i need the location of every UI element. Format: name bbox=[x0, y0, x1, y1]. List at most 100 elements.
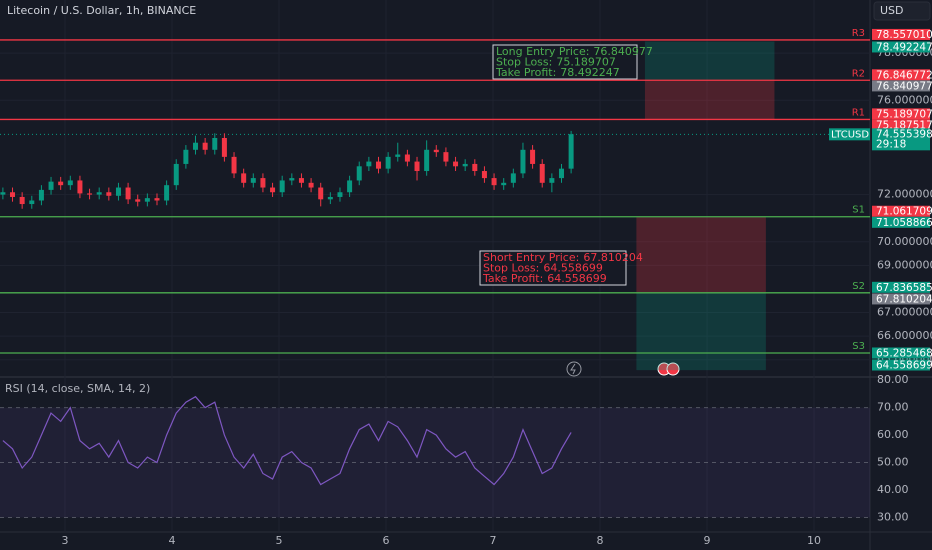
candle-body bbox=[568, 134, 574, 169]
price-tag bbox=[872, 281, 930, 293]
stop-value: 75.189707 bbox=[556, 56, 616, 69]
x-tick-label: 7 bbox=[490, 534, 497, 547]
x-tick-label: 6 bbox=[382, 534, 389, 547]
candle-body bbox=[289, 178, 295, 181]
candle-body bbox=[520, 149, 526, 174]
candle-body bbox=[347, 180, 353, 193]
event-icon[interactable] bbox=[666, 362, 680, 376]
candle-body bbox=[462, 163, 468, 167]
candle-body bbox=[115, 187, 121, 196]
rsi-tick-label: 50.00 bbox=[877, 456, 909, 469]
y-tick-label: 70.000000 bbox=[877, 235, 932, 248]
candle-body bbox=[19, 196, 25, 205]
last-price-tag bbox=[872, 128, 930, 151]
candle-body bbox=[308, 182, 314, 188]
candle-body bbox=[77, 180, 83, 194]
candle-body bbox=[424, 149, 430, 172]
x-tick-label: 10 bbox=[807, 534, 821, 547]
position-info: Stop Loss: 75.189707 bbox=[496, 56, 616, 69]
drawing-icons bbox=[566, 361, 680, 377]
price-tag-label: 71.058866 bbox=[876, 217, 932, 229]
candle-body bbox=[366, 161, 372, 167]
candle-body bbox=[501, 182, 507, 186]
price-tag bbox=[872, 80, 930, 92]
candle-body bbox=[318, 187, 324, 200]
rsi-tick-label: 30.00 bbox=[877, 510, 909, 523]
candle-body bbox=[164, 185, 170, 201]
lightning-icon[interactable] bbox=[566, 361, 582, 377]
candle-body bbox=[183, 149, 189, 164]
loss-zone bbox=[636, 216, 766, 294]
stop-caption: Stop Loss: bbox=[483, 262, 539, 275]
candle-body bbox=[250, 178, 256, 183]
candle-body bbox=[414, 161, 420, 172]
price-tag bbox=[872, 216, 930, 228]
x-tick-label: 4 bbox=[168, 534, 175, 547]
candle-body bbox=[193, 142, 199, 150]
profit-zone bbox=[636, 293, 766, 371]
target-value: 78.492247 bbox=[560, 66, 620, 79]
price-tag bbox=[872, 41, 930, 53]
candle-body bbox=[279, 180, 285, 193]
candle-body bbox=[453, 161, 459, 167]
candle-body bbox=[472, 163, 478, 172]
position-info: Stop Loss: 64.558699 bbox=[483, 262, 603, 275]
price-tag-label: 71.061709 bbox=[876, 206, 932, 218]
price-tag bbox=[872, 205, 930, 217]
price-tag-label: 67.810204 bbox=[876, 293, 932, 305]
candle-body bbox=[491, 178, 497, 186]
price-tag-label: 75.189707 bbox=[876, 108, 932, 120]
x-tick-label: 8 bbox=[597, 534, 604, 547]
candle-body bbox=[260, 178, 266, 188]
entry-value: 76.840977 bbox=[593, 45, 653, 58]
currency-button[interactable] bbox=[873, 1, 931, 21]
candle-body bbox=[558, 168, 564, 179]
rsi-line bbox=[2, 395, 572, 486]
candle-body bbox=[144, 198, 150, 202]
position-info: Take Profit: 64.558699 bbox=[482, 272, 607, 285]
candle-body bbox=[270, 187, 276, 193]
candle-body bbox=[10, 192, 16, 197]
candle-body bbox=[221, 137, 227, 157]
candle-body bbox=[173, 163, 179, 186]
symbol-tag bbox=[829, 128, 870, 141]
position-info-box bbox=[479, 250, 627, 286]
currency[interactable]: USD bbox=[880, 4, 904, 17]
price-tag-label: 76.846772 bbox=[876, 69, 932, 81]
candle-body bbox=[212, 137, 218, 150]
rsi-tick-label: 80.00 bbox=[877, 373, 909, 386]
candle-body bbox=[231, 156, 237, 174]
candle-body bbox=[0, 192, 6, 195]
candle-body bbox=[404, 154, 410, 162]
candle-body bbox=[202, 142, 208, 150]
level-name: R1 bbox=[852, 107, 865, 118]
candle-body bbox=[58, 181, 64, 186]
candle-body bbox=[29, 200, 35, 205]
candle-body bbox=[395, 154, 401, 157]
candle-body bbox=[375, 161, 381, 169]
candle-body bbox=[106, 192, 112, 196]
position-info: Short Entry Price: 67.810204 bbox=[483, 251, 643, 264]
y-tick-label: 72.000000 bbox=[877, 188, 932, 201]
y-tick-label: 69.000000 bbox=[877, 258, 932, 271]
candle-body bbox=[38, 189, 44, 201]
price-tag-label: 64.558699 bbox=[876, 360, 932, 372]
level-name: R2 bbox=[852, 68, 865, 79]
entry-caption: Short Entry Price: bbox=[483, 251, 579, 264]
symbol-label: LTCUSD bbox=[831, 129, 869, 140]
x-tick-label: 9 bbox=[704, 534, 711, 547]
price-tag bbox=[872, 108, 930, 120]
level-name: R3 bbox=[852, 28, 865, 39]
candle-body bbox=[96, 192, 102, 195]
level-name: S3 bbox=[852, 341, 865, 352]
price-tag bbox=[872, 359, 930, 371]
rsi-tick-label: 40.00 bbox=[877, 483, 909, 496]
price-tag bbox=[872, 69, 930, 81]
entry-value: 67.810204 bbox=[583, 251, 643, 264]
y-tick-label: 66.000000 bbox=[877, 329, 932, 342]
chart-title: Litecoin / U.S. Dollar, 1h, BINANCE bbox=[7, 4, 196, 17]
y-tick-label: 76.000000 bbox=[877, 93, 932, 106]
position-info: Take Profit: 78.492247 bbox=[495, 66, 620, 79]
candle-body bbox=[510, 173, 516, 183]
